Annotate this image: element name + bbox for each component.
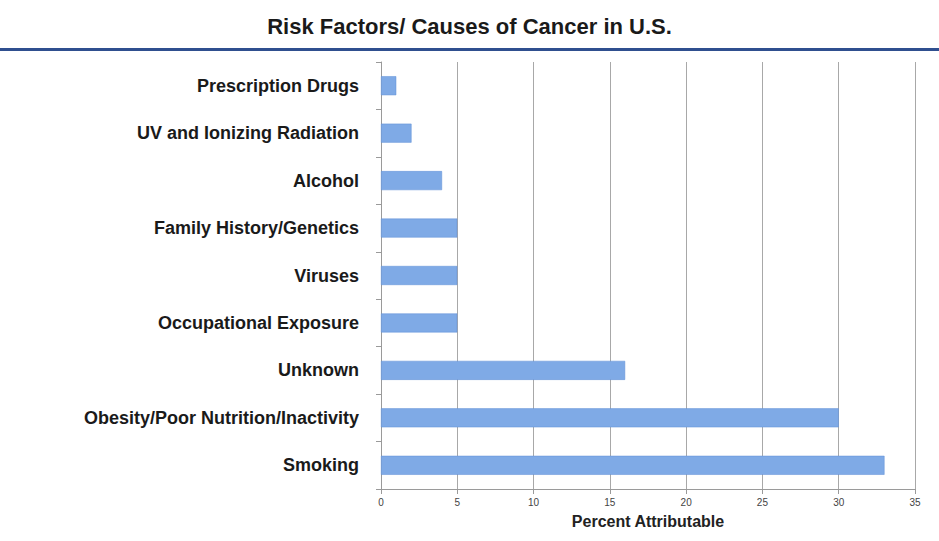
svg-text:0: 0 (378, 497, 384, 508)
svg-text:Viruses: Viruses (294, 266, 359, 286)
svg-text:35: 35 (909, 497, 921, 508)
svg-text:30: 30 (833, 497, 845, 508)
svg-text:Smoking: Smoking (283, 455, 359, 475)
svg-text:Risk Factors/ Causes of Cancer: Risk Factors/ Causes of Cancer in U.S. (267, 14, 672, 39)
svg-text:Obesity/Poor Nutrition/Inactiv: Obesity/Poor Nutrition/Inactivity (84, 408, 359, 428)
svg-text:Occupational Exposure: Occupational Exposure (158, 313, 359, 333)
svg-text:5: 5 (455, 497, 461, 508)
svg-text:10: 10 (528, 497, 540, 508)
svg-text:15: 15 (604, 497, 616, 508)
svg-text:25: 25 (757, 497, 769, 508)
svg-text:Prescription Drugs: Prescription Drugs (197, 76, 359, 96)
svg-text:Alcohol: Alcohol (293, 171, 359, 191)
svg-text:UV and Ionizing Radiation: UV and Ionizing Radiation (137, 123, 359, 143)
svg-text:20: 20 (681, 497, 693, 508)
svg-text:Percent Attributable: Percent Attributable (572, 513, 724, 530)
svg-text:Unknown: Unknown (278, 360, 359, 380)
svg-text:Family History/Genetics: Family History/Genetics (154, 218, 359, 238)
